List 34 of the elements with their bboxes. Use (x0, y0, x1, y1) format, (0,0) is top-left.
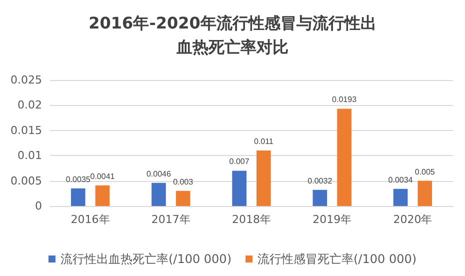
bar (256, 150, 271, 206)
data-label: 0.0046 (146, 169, 172, 178)
data-label: 0.003 (173, 177, 194, 186)
bar (176, 190, 190, 206)
bar (95, 185, 110, 206)
bar (70, 188, 86, 206)
x-tick-label: 2017年 (151, 213, 190, 226)
data-label: 0.0032 (308, 176, 333, 186)
y-tick-label: 0 (35, 200, 42, 212)
bar (393, 188, 408, 206)
x-tick-label: 2016年 (70, 213, 110, 226)
bar (232, 170, 246, 206)
data-label: 0.0041 (90, 172, 116, 181)
legend-label: 流行性出血热死亡率(/100 000) (60, 252, 232, 266)
x-tick-label: 2020年 (393, 213, 432, 226)
x-tick-label: 2019年 (312, 213, 352, 226)
data-label: 0.0035 (66, 174, 91, 184)
chart-title: 2016年-2020年流行性感冒与流行性出血热死亡率对比 (88, 14, 376, 56)
data-label: 0.007 (229, 157, 250, 166)
y-tick-label: 0.005 (10, 174, 42, 188)
legend-label: 流行性感冒死亡率(/100 000) (258, 252, 417, 266)
data-label: 0.0193 (332, 95, 358, 104)
bar (152, 182, 166, 206)
bar (418, 180, 432, 206)
y-tick-label: 0.015 (10, 124, 42, 137)
y-tick-label: 0.025 (10, 74, 42, 86)
bar (337, 108, 352, 206)
y-tick-label: 0.01 (18, 149, 42, 162)
x-tick-label: 2018年 (232, 213, 271, 226)
y-tick-label: 0.02 (18, 98, 42, 112)
bar (312, 190, 328, 206)
data-label: 0.011 (254, 137, 274, 146)
data-label: 0.005 (414, 167, 436, 176)
data-label: 0.0034 (388, 175, 414, 184)
